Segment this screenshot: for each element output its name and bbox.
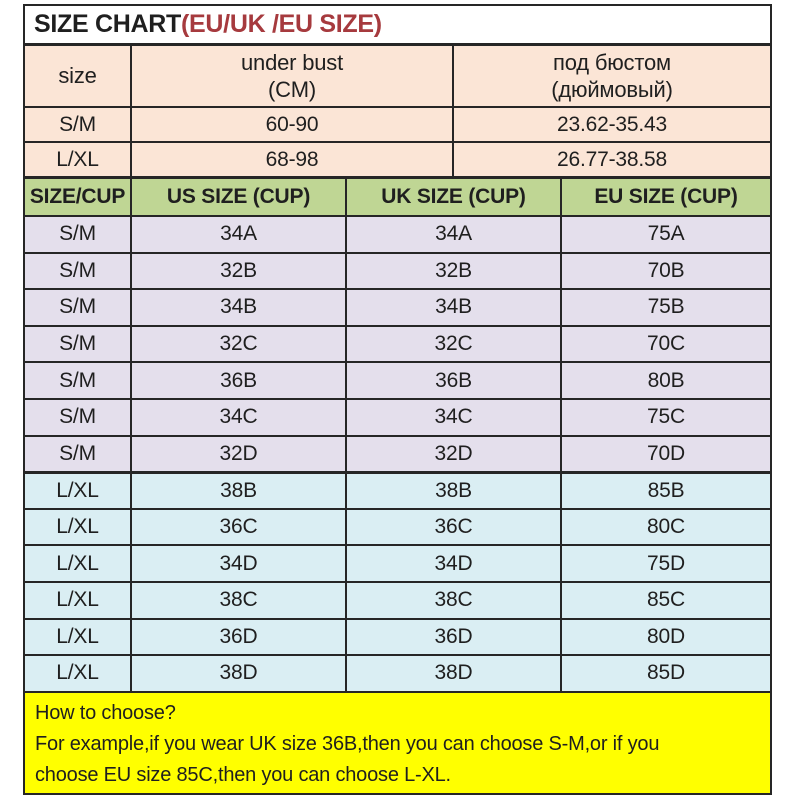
cell-eu: 75B [647, 295, 685, 319]
cell-eu: 80B [647, 368, 685, 392]
header-cell-eu-size: EU SIZE (CUP) [594, 185, 738, 208]
cell-us: 38B [132, 474, 347, 508]
cell-uk: 36D [347, 619, 562, 655]
cell-uk: 32D [347, 436, 562, 472]
cell-uk: 38B [347, 474, 562, 508]
note-line: choose EU size 85C,then you can choose L… [35, 763, 451, 786]
header-line: под бюстом [553, 50, 671, 75]
cell-us: 32B [132, 253, 347, 289]
table-row: L/XL 38C 38C 85C [25, 582, 770, 620]
cell-size: S/M [25, 363, 132, 398]
cell-eu: 80C [647, 515, 685, 539]
cell-eu: 75A [647, 222, 685, 246]
cell-size: S/M [25, 290, 132, 325]
header-cell-under-bust: under bust (CM) [132, 46, 454, 106]
cell-eu: 70C [647, 332, 685, 356]
cell-eu: 85C [647, 588, 685, 612]
cell-us: 36C [132, 509, 347, 545]
chart-title: SIZE CHART (EU/UK /EU SIZE) [25, 6, 770, 46]
title-text: SIZE CHART [34, 10, 182, 38]
table-row: S/M 32B 32B 70B [25, 253, 770, 291]
title-highlight: (EU/UK /EU SIZE) [181, 10, 382, 38]
size-chart: SIZE CHART (EU/UK /EU SIZE) size under bu… [23, 4, 772, 795]
table-row: S/M 32C 32C 70C [25, 326, 770, 364]
cell-us: 34B [132, 290, 347, 325]
cell-us: 38D [132, 656, 347, 691]
table-row: S/M 34A 34A 75A [25, 217, 770, 254]
cell-size: S/M [25, 253, 132, 289]
cell-uk: 36C [347, 509, 562, 545]
note-line: For example,if you wear UK size 36B,then… [35, 732, 660, 755]
cell-size: L/XL [25, 546, 132, 581]
note-line: How to choose? [35, 701, 176, 724]
cell-uk: 36B [347, 363, 562, 398]
table-row: L/XL 38B 38B 85B [25, 473, 770, 510]
table-row: L/XL 34D 34D 75D [25, 546, 770, 583]
band-table-header: size under bust (CM) под бюстом (дюймовы… [25, 46, 770, 108]
cell-cm: 68-98 [132, 143, 454, 176]
cell-size: L/XL [25, 474, 132, 508]
cell-eu: 80D [647, 624, 685, 648]
cell-us: 36B [132, 363, 347, 398]
header-cell-size: size [25, 46, 132, 106]
header-cell-size-cup: SIZE/CUP [25, 179, 132, 215]
cell-eu: 75C [647, 405, 685, 429]
cell-size: S/M [25, 217, 132, 252]
header-line: under bust [241, 50, 343, 75]
cell-uk: 34D [347, 546, 562, 581]
cell-us: 36D [132, 619, 347, 655]
table-row: S/M 36B 36B 80B [25, 363, 770, 400]
cell-cm: 60-90 [132, 108, 454, 141]
table-row: L/XL 36D 36D 80D [25, 619, 770, 657]
header-cell-us-size: US SIZE (CUP) [132, 179, 347, 215]
cell-eu: 75D [647, 551, 685, 575]
cell-size: S/M [25, 436, 132, 472]
cell-size: L/XL [25, 582, 132, 618]
header-line: (дюймовый) [551, 77, 673, 102]
cell-eu: 70D [647, 441, 685, 465]
table-row: S/M 34B 34B 75B [25, 290, 770, 327]
cell-uk: 38C [347, 582, 562, 618]
cell-uk: 32B [347, 253, 562, 289]
cell-uk: 34A [347, 217, 562, 252]
how-to-choose-note: How to choose? For example,if you wear U… [25, 692, 770, 793]
cell-eu: 70B [647, 258, 685, 282]
cell-uk: 34C [347, 399, 562, 435]
cell-inch: 23.62-35.43 [557, 112, 667, 136]
cell-us: 32C [132, 326, 347, 362]
cell-us: 34C [132, 399, 347, 435]
header-cell-uk-size: UK SIZE (CUP) [347, 179, 562, 215]
cell-eu: 85B [647, 478, 685, 502]
cell-uk: 38D [347, 656, 562, 691]
cell-uk: 34B [347, 290, 562, 325]
table-row: S/M 60-90 23.62-35.43 [25, 108, 770, 143]
cell-size: L/XL [25, 509, 132, 545]
cell-inch: 26.77-38.58 [557, 147, 667, 171]
cell-size: L/XL [25, 143, 132, 176]
cell-us: 38C [132, 582, 347, 618]
table-row: S/M 32D 32D 70D [25, 436, 770, 474]
table-row: L/XL 38D 38D 85D [25, 656, 770, 693]
table-row: L/XL 68-98 26.77-38.58 [25, 143, 770, 178]
cell-us: 32D [132, 436, 347, 472]
cell-size: S/M [25, 326, 132, 362]
cell-us: 34A [132, 217, 347, 252]
header-line: (CM) [267, 77, 317, 102]
cell-size: S/M [25, 399, 132, 435]
header-cell-pod-byustom: под бюстом (дюймовый) [454, 46, 770, 106]
cell-us: 34D [132, 546, 347, 581]
cup-table-header: SIZE/CUP US SIZE (CUP) UK SIZE (CUP) EU … [25, 178, 770, 217]
cell-uk: 32C [347, 326, 562, 362]
cell-eu: 85D [647, 661, 685, 685]
cell-size: L/XL [25, 656, 132, 691]
cell-size: L/XL [25, 619, 132, 655]
table-row: L/XL 36C 36C 80C [25, 509, 770, 547]
cell-size: S/M [25, 108, 132, 141]
table-row: S/M 34C 34C 75C [25, 399, 770, 437]
